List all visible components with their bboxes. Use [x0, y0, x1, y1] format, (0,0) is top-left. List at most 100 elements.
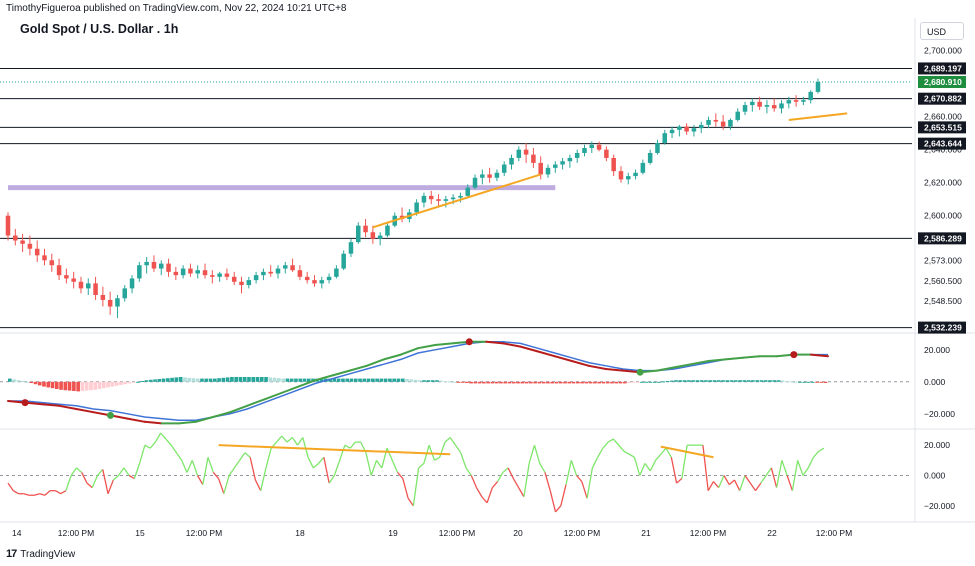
candle-body	[640, 162, 646, 173]
oscillator-line-segment	[718, 475, 725, 488]
oscillator-line-segment	[755, 482, 762, 492]
macd-line-segment	[536, 350, 556, 358]
candle-body	[224, 273, 230, 277]
price-level-tag-label: 2,689.197	[924, 63, 962, 73]
macd-histogram-bar	[302, 378, 307, 382]
macd-histogram-bar	[353, 378, 358, 382]
macd-histogram-bar	[785, 381, 789, 382]
macd-histogram-bar	[67, 381, 72, 391]
candle-body	[538, 162, 543, 175]
price-level-tag	[918, 92, 966, 105]
macd-histogram-bar	[42, 381, 46, 387]
oscillator-line-segment	[612, 438, 620, 446]
macd-histogram-bar	[268, 377, 273, 382]
macd-histogram-bar	[742, 380, 747, 382]
oscillator-line-segment	[34, 493, 40, 496]
oscillator-line-segment	[549, 490, 557, 513]
macd-histogram-bar	[452, 381, 456, 383]
macd-line-segment	[485, 340, 505, 345]
tradingview-brand[interactable]: 17 TradingView	[6, 548, 75, 560]
candle-body	[589, 144, 595, 149]
candle-body	[509, 157, 514, 165]
oscillator-line-segment	[712, 481, 720, 489]
oscillator-line-segment	[486, 487, 493, 504]
candle-body	[115, 298, 120, 307]
macd-histogram-bar	[464, 381, 469, 383]
candle-body	[34, 248, 40, 256]
macd-histogram-bar	[439, 380, 443, 382]
macd-histogram-bar	[127, 381, 132, 384]
oscillator-line-segment	[7, 482, 14, 492]
candle-body	[626, 176, 631, 180]
macd-line-segment	[656, 366, 676, 372]
macd-histogram-bar	[358, 378, 362, 382]
candle-body	[86, 283, 91, 289]
macd-line-segment	[126, 417, 146, 423]
macd-histogram-bar	[101, 381, 106, 389]
macd-histogram-bar	[281, 378, 285, 382]
brand-label: TradingView	[20, 548, 76, 560]
oscillator-line-segment	[649, 460, 657, 472]
macd-histogram-bar	[473, 381, 478, 384]
price-tick-label: 2,660.000	[924, 112, 962, 122]
macd-histogram-bar	[699, 380, 704, 382]
macd-histogram-bar	[251, 377, 256, 382]
candle-body	[428, 195, 434, 200]
oscillator-line-segment	[70, 467, 77, 476]
oscillator-line-segment	[81, 472, 88, 484]
candle-body	[158, 263, 164, 269]
candle-body	[64, 275, 69, 279]
macd-histogram-bar	[221, 377, 226, 382]
oscillator-line-segment	[333, 460, 341, 476]
candle-body	[5, 215, 11, 236]
oscillator-line-segment	[65, 475, 72, 491]
time-tick-label: 12:00 PM	[186, 528, 222, 538]
candle-body	[210, 275, 215, 277]
candle-body	[231, 276, 237, 282]
oscillator-line-segment	[12, 490, 19, 495]
price-tick-label: 2,640.000	[924, 145, 962, 155]
macd-line-segment	[417, 344, 437, 350]
oscillator-line-segment	[586, 467, 594, 499]
macd-histogram-bar	[721, 380, 725, 382]
macd-histogram-bar	[54, 381, 59, 389]
oscillator-line-segment	[402, 478, 409, 499]
oscillator-line-segment	[665, 447, 672, 458]
candle-body	[239, 281, 244, 286]
macd-histogram-bar	[204, 378, 209, 382]
price-level-tag	[918, 232, 966, 245]
macd-histogram-bar	[247, 377, 251, 382]
candle-body	[771, 105, 777, 109]
candle-body	[421, 195, 427, 203]
oscillator-line-segment	[149, 441, 156, 449]
macd-line-segment	[331, 369, 351, 377]
macd-histogram-bar	[499, 381, 503, 384]
macd-histogram-bar	[37, 381, 42, 386]
candle-body	[312, 280, 317, 284]
oscillator-line-segment	[739, 475, 746, 491]
macd-line-segment	[194, 416, 214, 423]
macd-histogram-bar	[435, 380, 439, 382]
oscillator-line-segment	[281, 435, 288, 443]
candle-body	[611, 157, 616, 172]
macd-histogram-bar	[80, 381, 85, 391]
candle-body	[633, 172, 638, 177]
time-tick-label: 12:00 PM	[439, 528, 475, 538]
macd-histogram-bar	[366, 378, 371, 382]
candle-body	[180, 268, 186, 276]
oscillator-line-segment	[123, 467, 130, 476]
macd-histogram-bar	[623, 381, 627, 384]
macd-histogram-bar	[516, 381, 520, 384]
oscillator-line-segment	[544, 472, 551, 491]
currency-selector[interactable]: USD	[920, 22, 964, 40]
oscillator-line-segment	[570, 460, 578, 476]
macd-histogram-bar	[16, 380, 21, 382]
macd-histogram-bar	[140, 381, 145, 382]
macd-line-segment	[263, 392, 283, 401]
oscillator-line-segment	[170, 444, 177, 454]
time-tick-label: 21	[641, 528, 651, 538]
oscillator-line-segment	[254, 479, 262, 491]
oscillator-line-segment	[365, 452, 372, 476]
oscillator-line-segment	[397, 472, 404, 479]
